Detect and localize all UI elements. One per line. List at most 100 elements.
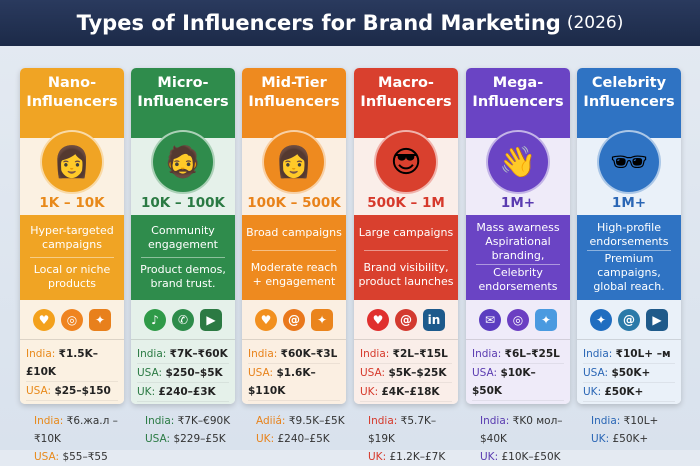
use-case: Product demos, brand trust. bbox=[140, 263, 226, 291]
price-region: India: bbox=[34, 415, 64, 427]
avatar-illustration: 🕶 bbox=[597, 130, 661, 194]
price-list: India: ₹10L+ –м USA: $50K+ UK: £50K+ bbox=[577, 340, 681, 404]
platform-icons: ♥ @ ✦ bbox=[242, 300, 346, 340]
follower-range: 1M+ bbox=[611, 195, 647, 211]
price-value: ₹1.5K–£10K bbox=[26, 348, 98, 378]
page-title: Types of Influencers for Brand Marketing bbox=[76, 11, 561, 35]
card-title: Nano- Influencers bbox=[20, 68, 124, 138]
price-value: $10K–$50K bbox=[472, 367, 536, 397]
avatar-illustration: 👩 bbox=[40, 130, 104, 194]
instagram-icon: ◎ bbox=[507, 308, 529, 331]
use-cases: Mass awarness Aspirational branding, Cel… bbox=[466, 215, 570, 300]
price-row: UK: £240–£3K bbox=[137, 383, 229, 402]
extra-price-row: USA: $229–£5K bbox=[145, 430, 235, 448]
use-case: Large campaigns bbox=[358, 226, 454, 239]
influencer-card: Nano- Influencers 👩 1K – 10K Hyper-targe… bbox=[20, 68, 124, 404]
price-value: £10K–£50K bbox=[501, 451, 561, 463]
youtube-icon: ▶ bbox=[646, 308, 668, 331]
extra-price-notes: India: ₹7K–€90K USA: $229–£5K bbox=[131, 412, 235, 448]
avatar-illustration: 👋 bbox=[486, 130, 550, 194]
influencer-card: Mega- Influencers 👋 1M+ Mass awarness As… bbox=[466, 68, 570, 404]
price-row: USA: $25–$150 bbox=[26, 382, 118, 401]
price-value: $5K–$25K bbox=[388, 367, 447, 379]
use-case: Premium campaigns, global reach. bbox=[593, 251, 665, 293]
twitter-icon: ✦ bbox=[89, 308, 111, 331]
price-region: USA: bbox=[26, 385, 52, 397]
price-region: India: bbox=[248, 348, 278, 360]
price-value: £240–£5K bbox=[277, 433, 330, 445]
extra-price-row: USA: $55–₹55 bbox=[34, 448, 124, 466]
heart-icon: ♥ bbox=[33, 308, 55, 331]
extra-price-notes: India: ₹6.жa.л –₹10K USA: $55–₹55 bbox=[20, 412, 124, 466]
price-region: UK: bbox=[583, 386, 602, 398]
use-case: Celebrity endorsements bbox=[478, 265, 558, 293]
twitter-icon: ✦ bbox=[535, 308, 557, 331]
price-region: UK: bbox=[256, 433, 275, 445]
price-region: USA: bbox=[34, 451, 60, 463]
price-region: USA: bbox=[583, 367, 609, 379]
price-region: India: bbox=[360, 348, 390, 360]
follower-range: 1K – 10K bbox=[39, 195, 105, 211]
avatar-illustration: 🧔 bbox=[151, 130, 215, 194]
extra-price-row: UK: £10K–£50K bbox=[480, 448, 570, 466]
avatar-illustration: 😎 bbox=[374, 130, 438, 194]
price-value: $50K+ bbox=[611, 367, 651, 379]
whatsapp-icon: ✆ bbox=[172, 308, 194, 331]
platform-icons: ✦ @ ▶ bbox=[577, 300, 681, 340]
use-case: Brand visibility, product launches bbox=[358, 261, 454, 288]
price-region: India: bbox=[591, 415, 621, 427]
price-list: India: ₹7K–₹60K USA: $250–$5K UK: £240–£3K bbox=[131, 340, 235, 404]
extra-price-row: UK: £1.2K–£7K bbox=[368, 448, 458, 466]
messenger-icon: ✉ bbox=[479, 308, 501, 331]
card-title: Micro- Influencers bbox=[131, 68, 235, 138]
extra-price-notes: India: ₹5.7K–$19K UK: £1.2K–£7K bbox=[354, 412, 458, 466]
extra-price-row: India: ₹K0 мол–$40K bbox=[480, 412, 570, 448]
price-value: ₹7K–€90K bbox=[177, 415, 231, 427]
price-region: India: bbox=[26, 348, 56, 360]
linkedin-icon: in bbox=[423, 308, 445, 331]
follower-range: 500K – 1M bbox=[367, 195, 445, 211]
price-value: $250–$5K bbox=[165, 367, 223, 379]
price-value: £4K–£18K bbox=[381, 386, 440, 398]
extra-price-row: UK: £240–£5K bbox=[256, 430, 346, 448]
price-region: USA: bbox=[145, 433, 171, 445]
title-year: (2026) bbox=[566, 13, 624, 33]
influencer-card: Mid-Tier Influencers 👩 100K – 500K Broad… bbox=[242, 68, 346, 404]
follower-range: 100K – 500K bbox=[247, 195, 341, 211]
extra-price-row: UK: £50K+ bbox=[591, 430, 681, 448]
price-region: India: bbox=[472, 348, 502, 360]
use-case: Community engagement bbox=[148, 223, 218, 251]
price-region: India: bbox=[480, 415, 510, 427]
price-value: $1.6K–$110K bbox=[248, 367, 316, 397]
divider bbox=[587, 249, 671, 251]
twitter-icon: ✦ bbox=[311, 308, 333, 331]
price-value: ₹6L–₹25L bbox=[504, 348, 560, 360]
price-row: USA: $50K+ bbox=[583, 364, 675, 383]
price-row: India: ₹6L–₹25L bbox=[472, 345, 564, 364]
use-cases: High-profile endorsements Premium campai… bbox=[577, 215, 681, 300]
use-case: Hyper-targeted campaigns bbox=[30, 223, 114, 251]
price-region: USA: bbox=[248, 367, 274, 379]
extra-price-row: India: ₹10L+ bbox=[591, 412, 681, 430]
price-row: UK: £50K+ bbox=[583, 383, 675, 402]
extra-price-row: India: ₹5.7K–$19K bbox=[368, 412, 458, 448]
card-title: Macro- Influencers bbox=[354, 68, 458, 138]
card-title: Celebrity Influencers bbox=[577, 68, 681, 138]
divider bbox=[252, 250, 336, 251]
price-region: India: bbox=[368, 415, 398, 427]
card-title: Mid-Tier Influencers bbox=[242, 68, 346, 138]
influencer-card: Micro- Influencers 🧔 10K – 100K Communit… bbox=[131, 68, 235, 404]
tiktok-icon: ♪ bbox=[144, 308, 166, 331]
price-value: ₹10L+ –м bbox=[615, 348, 671, 360]
price-value: ₹10L+ bbox=[623, 415, 659, 427]
heart-icon: ♥ bbox=[367, 308, 389, 331]
platform-icons: ✉ ◎ ✦ bbox=[466, 300, 570, 340]
heart-icon: ♥ bbox=[255, 308, 277, 331]
twitter-icon: ✦ bbox=[590, 308, 612, 331]
threads-icon: @ bbox=[395, 308, 417, 331]
price-row: USA: $5K–$25K bbox=[360, 364, 452, 383]
card-title: Mega- Influencers bbox=[466, 68, 570, 138]
